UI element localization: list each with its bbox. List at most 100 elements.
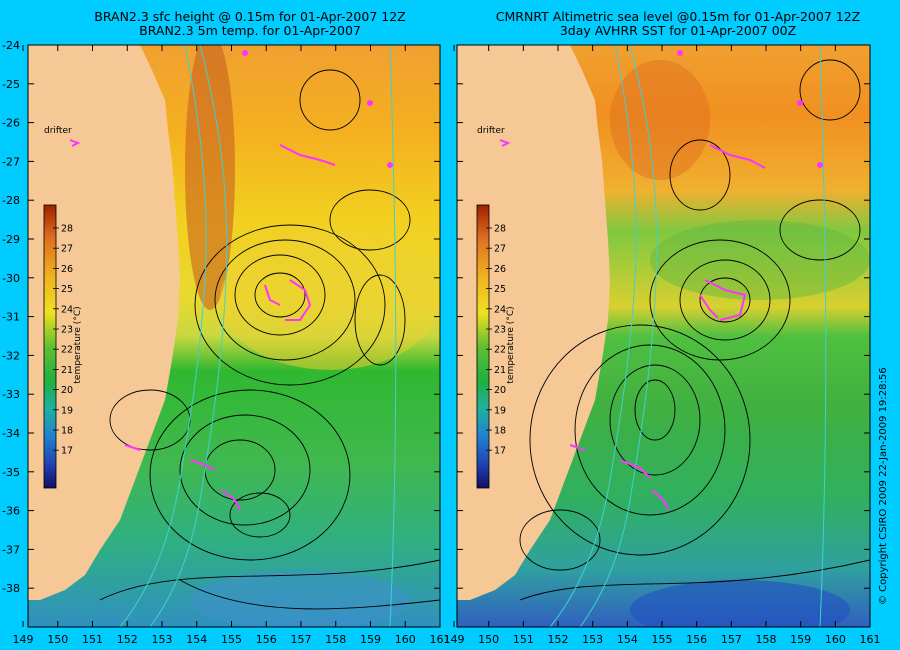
y-tick-label: -29: [2, 233, 20, 246]
colorbar-tick-label: 23: [494, 325, 506, 336]
left-land-australia: [28, 45, 180, 600]
x-tick-label: 156: [686, 633, 707, 646]
x-tick-label: 155: [221, 633, 242, 646]
y-tick-label: -24: [2, 39, 20, 52]
y-tick-label: -36: [2, 505, 20, 518]
right-title-line2: 3day AVHRR SST for 01-Apr-2007 00Z: [559, 23, 797, 38]
x-tick-label: 153: [582, 633, 603, 646]
colorbar-tick-label: 25: [494, 284, 506, 295]
x-tick-label: 159: [790, 633, 811, 646]
left-cool-patch: [190, 570, 410, 627]
colorbar-tick-label: 20: [494, 385, 506, 396]
right-cool-patch: [630, 580, 850, 627]
colorbar-tick-label: 22: [494, 345, 506, 356]
right-drifter-label: drifter: [477, 126, 505, 136]
right-colorbar-scale: [476, 204, 490, 489]
x-tick-label: 149: [444, 633, 465, 646]
x-tick-label: 160: [825, 633, 846, 646]
y-tick-label: -38: [2, 582, 20, 595]
left-x-axis-ticks: 149 150 151 152 153 154 155 156 157 158 159 160 161: [13, 45, 451, 646]
left-title-line2: BRAN2.3 5m temp. for 01-Apr-2007: [139, 23, 361, 38]
left-title-line1: BRAN2.3 sfc height @ 0.15m for 01-Apr-20…: [94, 9, 406, 24]
x-tick-label: 156: [256, 633, 277, 646]
x-tick-label: 149: [13, 633, 34, 646]
x-tick-label: 158: [756, 633, 777, 646]
colorbar-tick-label: 26: [61, 264, 73, 275]
y-axis-ticks: -24 -25 -26 -27 -28 -29 -30 -31 -32 -33 -34 -35 -36 -…: [2, 39, 870, 595]
left-colorbar: temperature (°C) 28 27 26 25 24 23 22 21 20 19 18 1…: [43, 204, 83, 489]
colorbar-tick-label: 20: [61, 385, 73, 396]
right-colorbar: temperature (°C) 28 27 26 25 24 23 22 21 20 19 18 1…: [476, 204, 516, 489]
x-tick-label: 152: [117, 633, 138, 646]
right-panel-title: CMRNRT Altimetric sea level @0.15m for 0…: [468, 10, 888, 38]
colorbar-tick-label: 18: [494, 426, 506, 437]
x-tick-label: 153: [152, 633, 173, 646]
x-tick-label: 151: [513, 633, 534, 646]
colorbar-tick-label: 26: [494, 264, 506, 275]
y-tick-label: -26: [2, 117, 20, 130]
left-panel-title: BRAN2.3 sfc height @ 0.15m for 01-Apr-20…: [40, 10, 460, 38]
right-colorbar-label: temperature (°C): [506, 306, 516, 383]
y-tick-label: -32: [2, 349, 20, 362]
left-colorbar-scale: [43, 204, 57, 489]
x-tick-label: 151: [82, 633, 103, 646]
right-sea-level-contours: [519, 59, 870, 601]
colorbar-tick-label: 28: [61, 224, 73, 235]
colorbar-tick-label: 23: [61, 325, 73, 336]
y-tick-label: -33: [2, 388, 20, 401]
colorbar-tick-label: 22: [61, 345, 73, 356]
x-tick-label: 154: [186, 633, 207, 646]
left-map-panel: [28, 45, 440, 627]
x-tick-label: 157: [291, 633, 312, 646]
colorbar-tick-label: 24: [61, 304, 73, 315]
colorbar-tick-label: 19: [61, 405, 73, 416]
left-warm-current: [185, 45, 235, 310]
colorbar-tick-label: 24: [494, 304, 506, 315]
left-sea-level-contours: [99, 69, 440, 610]
x-tick-label: 152: [548, 633, 569, 646]
right-title-line1: CMRNRT Altimetric sea level @0.15m for 0…: [495, 9, 861, 24]
copyright-notice: © Copyright CSIRO 2009 22-Jan-2009 19:28…: [878, 367, 889, 605]
colorbar-tick-label: 21: [494, 365, 506, 376]
left-colorbar-label: temperature (°C): [73, 306, 83, 383]
right-map-panel: [457, 45, 870, 627]
left-colorbar-ticks: 28 27 26 25 24 23 22 21 20 19 18 17: [53, 224, 73, 457]
y-tick-label: -28: [2, 194, 20, 207]
right-warm-current: [610, 60, 710, 180]
colorbar-tick-label: 18: [61, 426, 73, 437]
y-tick-label: -30: [2, 272, 20, 285]
left-frame: [27, 44, 441, 628]
colorbar-tick-label: 27: [494, 244, 506, 255]
y-tick-label: -25: [2, 78, 20, 91]
left-drifter-label: drifter: [44, 126, 72, 136]
right-drifter-tracks: [499, 50, 823, 511]
colorbar-tick-label: 27: [61, 244, 73, 255]
x-tick-label: 159: [360, 633, 381, 646]
right-frame: [456, 44, 871, 628]
left-isobaths: [119, 45, 397, 627]
colorbar-tick-label: 28: [494, 224, 506, 235]
right-colorbar-ticks: 28 27 26 25 24 23 22 21 20 19 18 17: [486, 224, 506, 457]
y-tick-label: -37: [2, 543, 20, 556]
x-tick-label: 161: [860, 633, 881, 646]
y-tick-label: -35: [2, 466, 20, 479]
colorbar-tick-label: 17: [61, 446, 73, 457]
colorbar-tick-label: 17: [494, 446, 506, 457]
left-warm-eddy: [220, 230, 440, 370]
right-mixed-band: [650, 220, 870, 300]
colorbar-tick-label: 21: [61, 365, 73, 376]
right-isobaths: [549, 45, 827, 627]
colorbar-tick-label: 19: [494, 405, 506, 416]
right-x-axis-ticks: 149 150 151 152 153 154 155 156 157 158 159 160 161: [444, 45, 881, 646]
y-tick-label: -34: [2, 427, 20, 440]
x-tick-label: 158: [325, 633, 346, 646]
colorbar-tick-label: 25: [61, 284, 73, 295]
y-tick-label: -31: [2, 311, 20, 324]
x-tick-label: 161: [430, 633, 451, 646]
x-tick-label: 155: [652, 633, 673, 646]
x-tick-label: 157: [721, 633, 742, 646]
x-tick-label: 160: [395, 633, 416, 646]
x-tick-label: 150: [478, 633, 499, 646]
right-land-australia: [457, 45, 610, 600]
